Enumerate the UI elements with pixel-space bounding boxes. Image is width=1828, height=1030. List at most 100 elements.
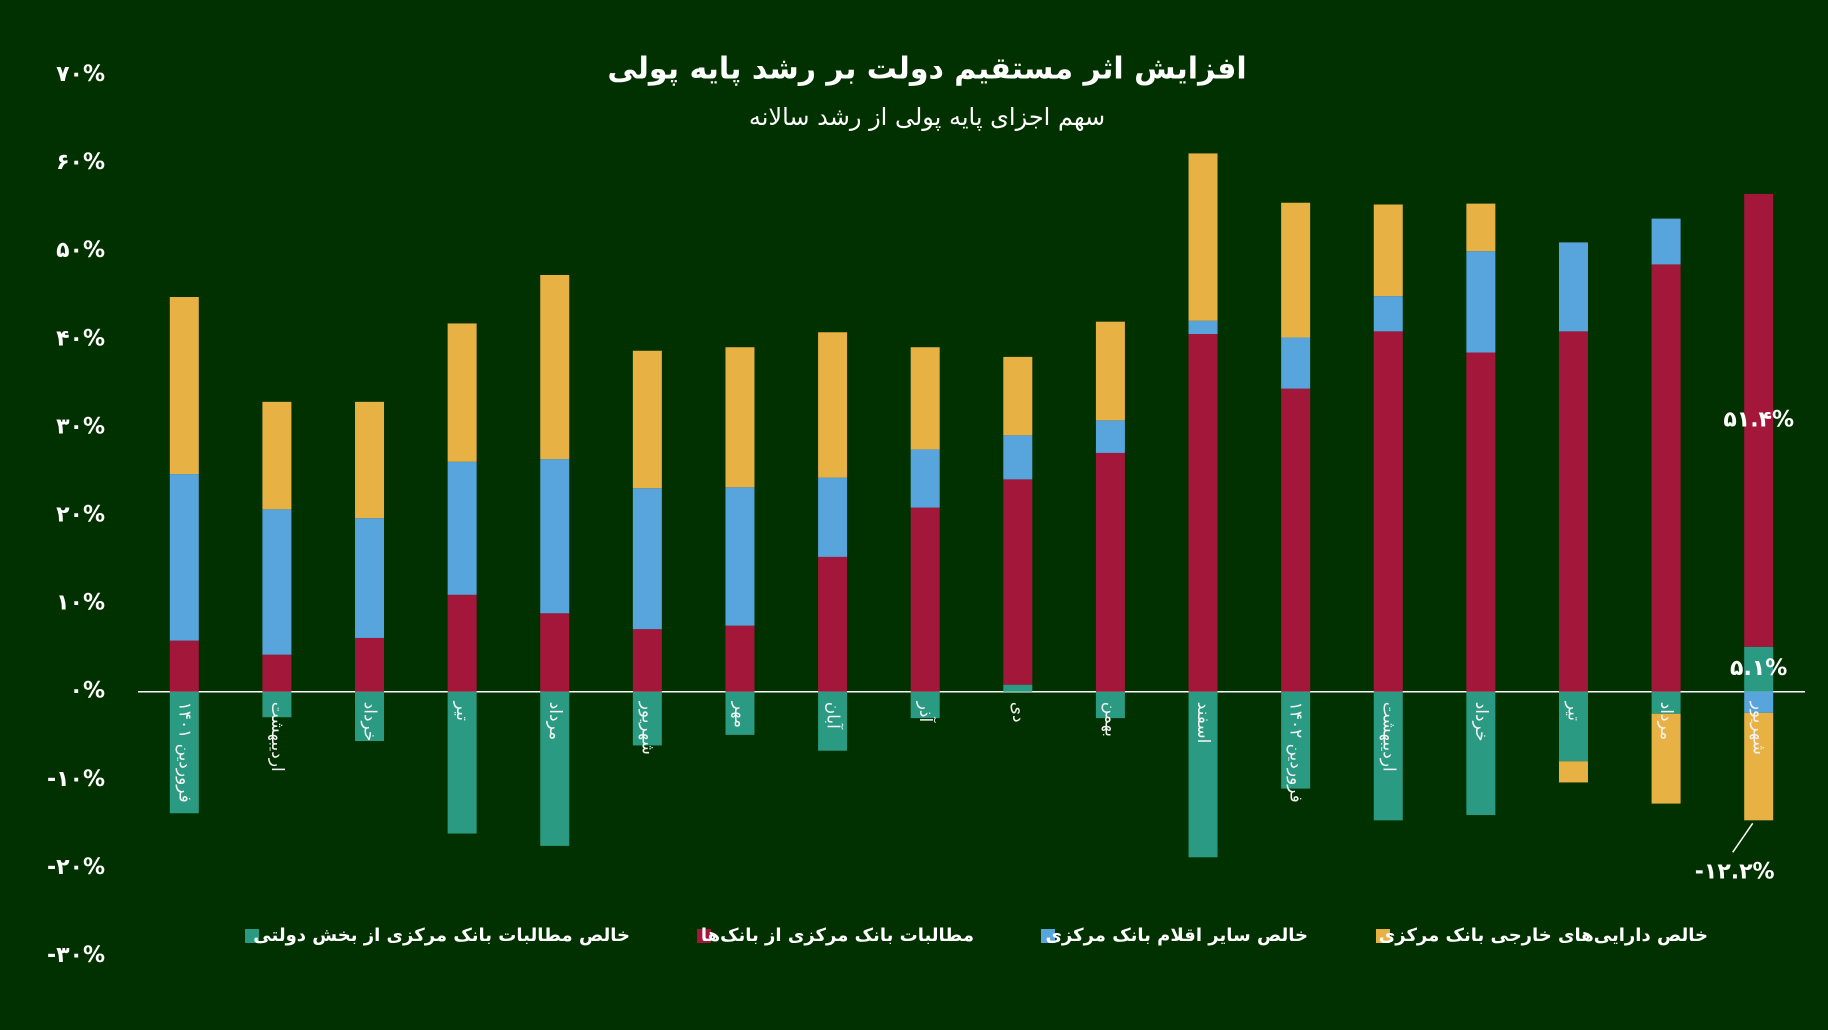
bar-segment — [1651, 691, 1681, 714]
y-tick-label: ۱۰% — [56, 591, 105, 616]
y-tick-label: -۱۰% — [47, 767, 105, 792]
bar-segment — [1744, 712, 1774, 821]
bar-segment — [447, 461, 477, 595]
y-tick-label: ۲۰% — [56, 503, 105, 528]
x-tick-label: مهر — [730, 701, 750, 728]
value-label: ۵.۱% — [1730, 656, 1787, 681]
y-tick-label: ۵۰% — [56, 238, 105, 263]
x-tick-label: خرداد — [1471, 702, 1491, 742]
bar-segment — [1373, 204, 1403, 297]
bar-segment — [169, 474, 199, 641]
x-tick-label: آبان — [823, 702, 845, 730]
bar-segment — [1466, 691, 1496, 816]
bar-segment — [1744, 646, 1774, 692]
bar-segment — [725, 487, 755, 626]
bar-segment — [1373, 691, 1403, 821]
x-tick-label: تیر — [452, 701, 472, 722]
chart-subtitle: سهم اجزای پایه پولی از رشد سالانه — [749, 103, 1105, 131]
bar-segment — [725, 625, 755, 692]
bar-segment — [262, 691, 292, 718]
bar-segment — [1003, 479, 1033, 685]
legend-swatch — [1041, 929, 1055, 943]
bar-segment — [540, 459, 570, 614]
x-tick-label: فروردین ۱۴۰۲ — [1286, 702, 1306, 803]
bar-segment — [1651, 713, 1681, 804]
y-tick-label: ۷۰% — [56, 62, 105, 87]
value-label: ۵۱.۴% — [1723, 407, 1794, 432]
bar-segment — [447, 594, 477, 692]
y-tick-label: -۲۰% — [47, 855, 105, 880]
bar-segment — [1188, 691, 1218, 858]
legend-swatch — [697, 929, 711, 943]
x-tick-label: شهریور — [637, 701, 657, 755]
x-tick-label: اردیبهشت — [267, 702, 287, 772]
bar-segment — [1281, 202, 1311, 338]
bar-segment — [632, 350, 662, 489]
leader-line — [1732, 822, 1754, 853]
bar-segment — [1558, 331, 1588, 692]
bar-segment — [910, 347, 940, 450]
x-tick-label: اسفند — [1193, 702, 1213, 744]
bar-segment — [1744, 691, 1774, 713]
legend-label: خالص دارایی‌های خارجی بانک مرکزی — [1379, 925, 1708, 946]
legend-swatch — [245, 929, 259, 943]
y-tick-label: -۳۰% — [47, 943, 105, 968]
bar-segment — [1651, 264, 1681, 692]
bar-segment — [1095, 691, 1125, 719]
bar-segment — [355, 518, 385, 638]
bar-segment — [540, 691, 570, 846]
bar-segment — [1281, 337, 1311, 389]
bar-segment — [540, 613, 570, 692]
bar-segment — [910, 691, 940, 719]
legend-label: خالص مطالبات بانک مرکزی از بخش دولتی — [253, 925, 630, 946]
bar-segment — [355, 691, 385, 742]
x-tick-label: مرداد — [1656, 702, 1676, 740]
bar-segment — [1466, 203, 1496, 252]
bar-segment — [910, 507, 940, 692]
legend-swatch — [1376, 929, 1390, 943]
bar-segment — [169, 297, 199, 475]
bar-segment — [1466, 352, 1496, 692]
bar-segment — [725, 347, 755, 488]
bar-segment — [818, 556, 848, 692]
y-tick-label: ۶۰% — [56, 150, 105, 175]
bar-segment — [1281, 388, 1311, 692]
bar-segment — [262, 654, 292, 692]
bar-segment — [1373, 296, 1403, 332]
x-tick-label: خرداد — [360, 702, 380, 742]
y-tick-label: ۰% — [70, 679, 105, 704]
x-tick-label: شهریور — [1749, 701, 1769, 755]
value-label: -۱۲.۲% — [1695, 859, 1775, 884]
bar-segment — [1003, 356, 1033, 436]
x-tick-label: تیر — [1563, 701, 1583, 722]
bar-segment — [1003, 684, 1033, 692]
y-tick-label: ۴۰% — [56, 326, 105, 351]
legend-label: خالص سایر اقلام بانک مرکزی — [1045, 925, 1308, 946]
x-tick-label: دی — [1008, 702, 1028, 723]
bar-segment — [632, 488, 662, 630]
legend-label: مطالبات بانک مرکزی از بانک‌ها — [701, 925, 974, 946]
bar-segment — [355, 401, 385, 519]
bar-segment — [262, 401, 292, 510]
bar-segment — [540, 274, 570, 460]
x-tick-label: اردیبهشت — [1378, 702, 1398, 772]
chart-title: افزایش اثر مستقیم دولت بر رشد پایه پولی — [607, 52, 1246, 87]
bar-segment — [1558, 242, 1588, 332]
bar-segment — [1188, 334, 1218, 692]
bar-segment — [1466, 251, 1496, 353]
bar-segment — [1558, 761, 1588, 783]
bar-segment — [632, 691, 662, 746]
bar-segment — [1095, 321, 1125, 421]
bar-segment — [1558, 691, 1588, 762]
bar-segment — [1188, 320, 1218, 335]
bar-segment — [447, 691, 477, 834]
bar-segment — [1095, 420, 1125, 453]
x-tick-label: آذر — [915, 701, 937, 724]
bar-segment — [1003, 435, 1033, 480]
bar-segment — [1651, 218, 1681, 265]
bar-segment — [725, 691, 755, 735]
x-tick-label: فروردین ۱۴۰۱ — [174, 702, 194, 803]
bar-segment — [447, 323, 477, 462]
bar-segment — [1095, 452, 1125, 692]
